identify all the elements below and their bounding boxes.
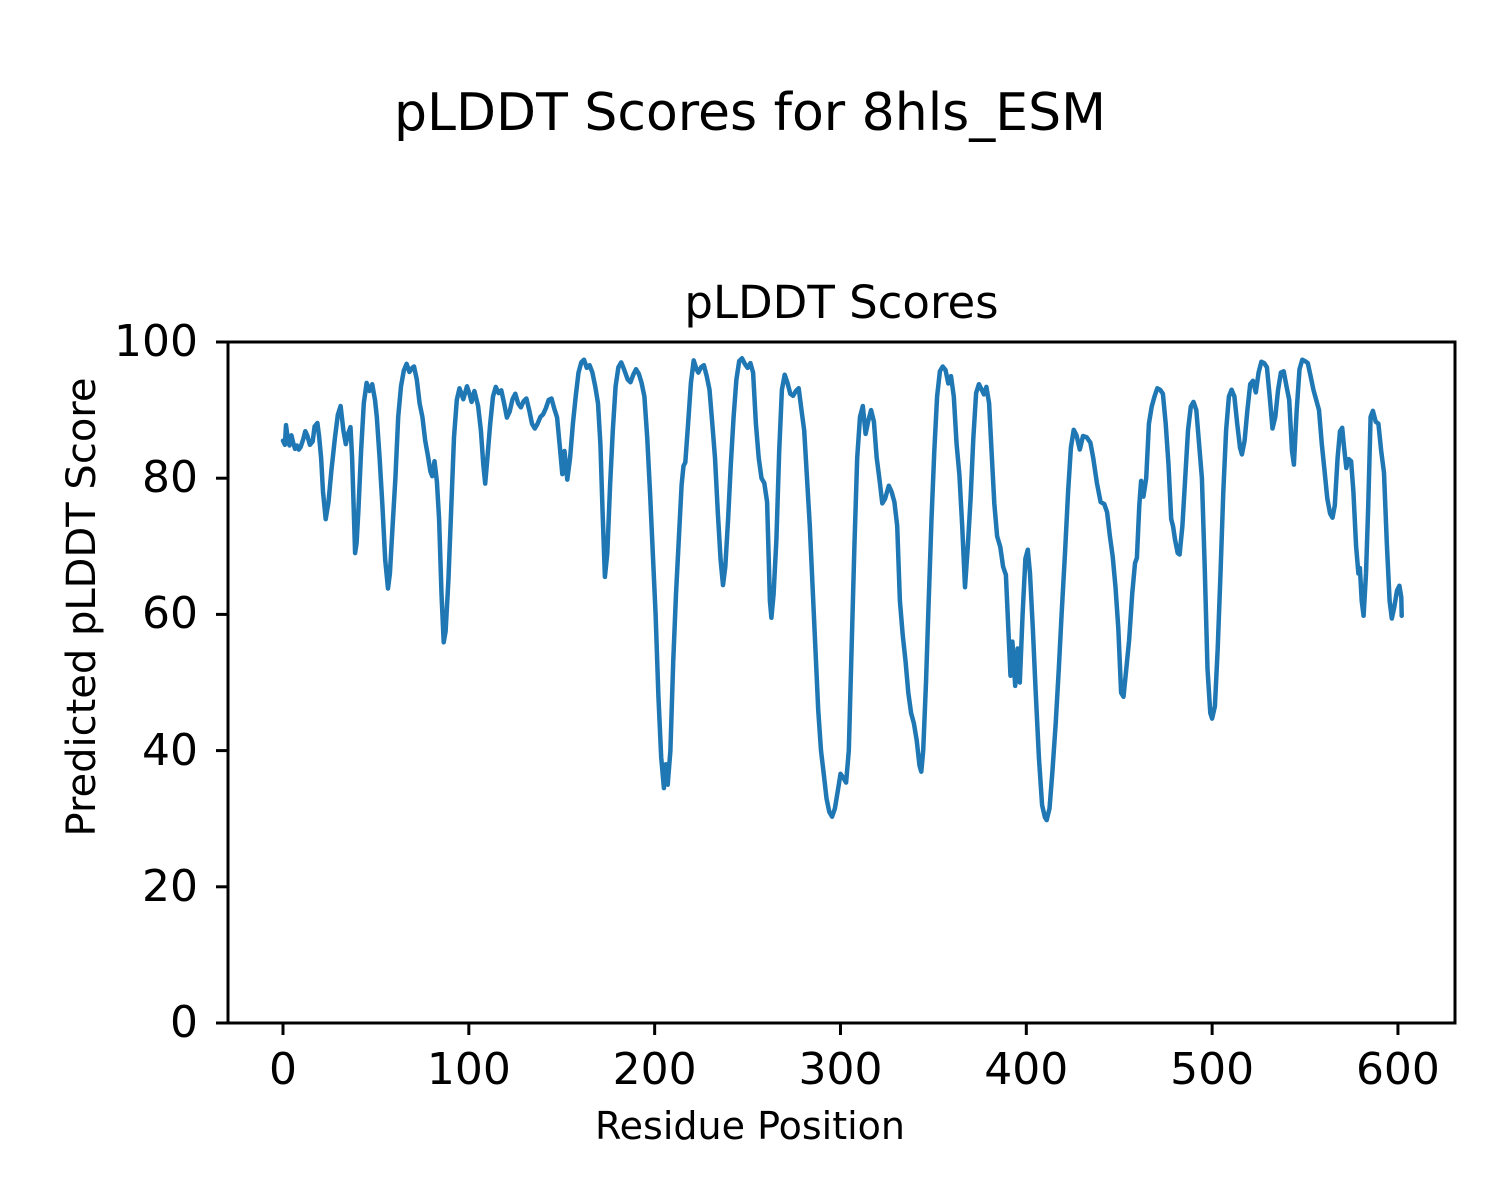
tick-marks <box>216 340 1400 1035</box>
y-axis-label: Predicted pLDDT Score <box>59 377 105 837</box>
figure-title: pLDDT Scores for 8hls_ESM <box>394 83 1106 143</box>
y-tick-label: 40 <box>142 724 198 776</box>
plddt-line <box>280 356 1404 823</box>
x-tick-label: 300 <box>798 1044 883 1095</box>
axes-title: pLDDT Scores <box>684 276 999 329</box>
y-tick-label: 100 <box>114 316 198 367</box>
y-tick-label: 80 <box>142 452 198 504</box>
x-tick-label: 400 <box>984 1044 1069 1095</box>
y-tick-label: 20 <box>142 860 198 912</box>
x-tick-label: 100 <box>426 1044 511 1095</box>
x-tick-label: 600 <box>1355 1044 1440 1095</box>
x-tick-label: 500 <box>1170 1044 1255 1095</box>
y-tick-label: 0 <box>170 997 198 1048</box>
x-tick-label: 200 <box>612 1044 697 1095</box>
y-tick-label: 60 <box>142 588 198 640</box>
x-tick-label: 0 <box>269 1044 297 1095</box>
axes-box <box>226 340 1457 1025</box>
x-axis-label: Residue Position <box>594 1104 906 1148</box>
